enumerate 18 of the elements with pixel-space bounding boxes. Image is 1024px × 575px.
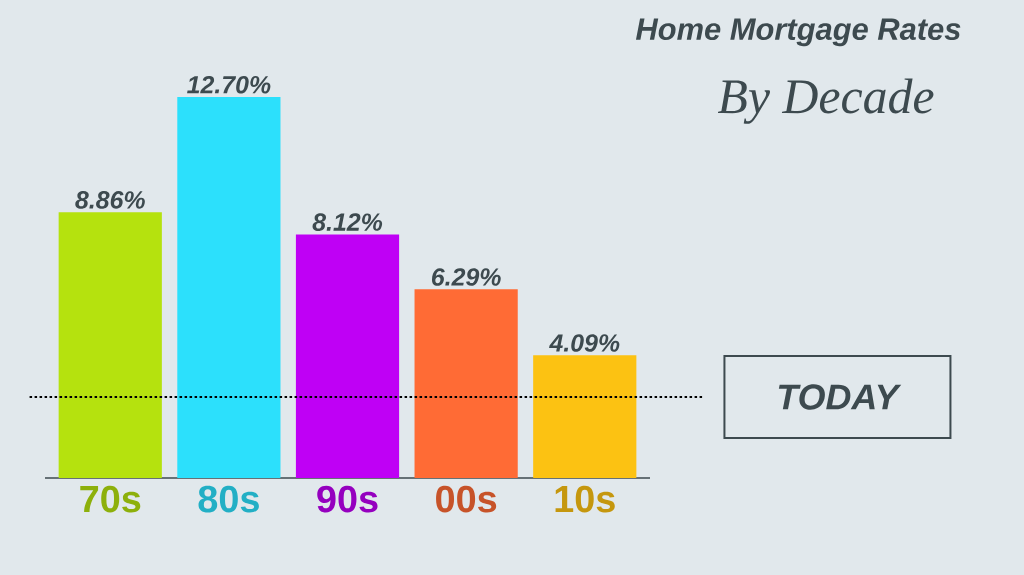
x-tick-label: 10s bbox=[555, 485, 615, 513]
data-label: 12.70% bbox=[187, 75, 271, 94]
text: By Decade bbox=[717, 78, 934, 124]
data-label: 8.86% bbox=[75, 191, 145, 209]
x-tick-label: 70s bbox=[80, 485, 141, 513]
data-label: 8.12% bbox=[312, 213, 383, 231]
bar bbox=[58, 212, 162, 478]
data-label: 6.29% bbox=[431, 268, 501, 286]
bar bbox=[533, 355, 637, 478]
bar bbox=[414, 289, 518, 478]
x-tick-label: 80s bbox=[198, 485, 259, 513]
text: Home Mortgage Rates bbox=[635, 18, 961, 47]
ref-line-label: TODAY bbox=[778, 384, 902, 410]
data-label: 4.09% bbox=[549, 334, 620, 352]
x-tick-label: 00s bbox=[436, 485, 497, 513]
x-tick-label: 90s bbox=[317, 485, 378, 513]
bar bbox=[177, 97, 281, 478]
bar bbox=[295, 234, 400, 478]
